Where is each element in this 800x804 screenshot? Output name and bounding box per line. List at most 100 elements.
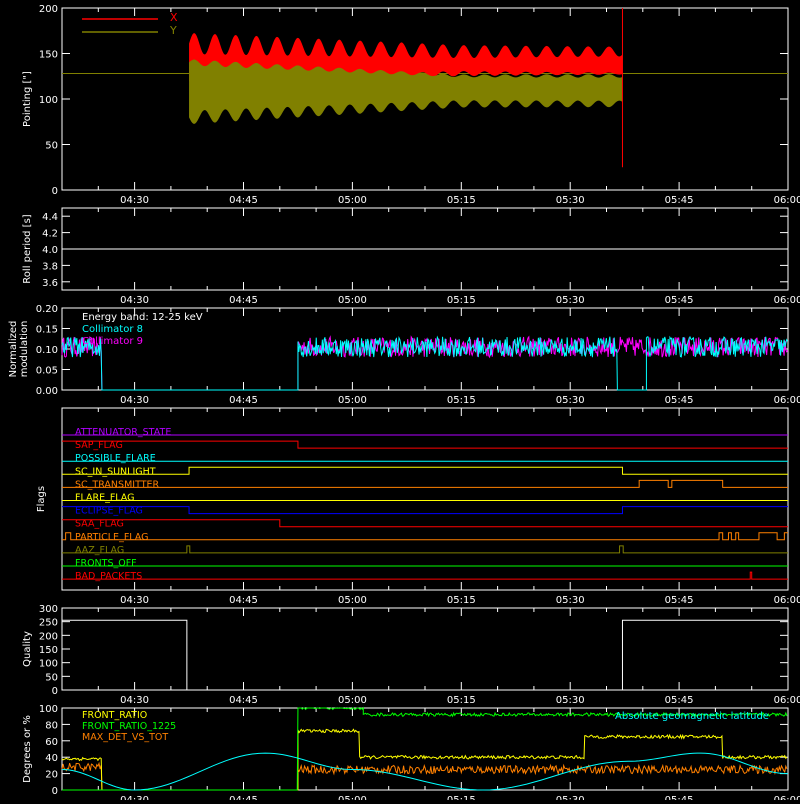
pointing-xtick-label: 04:45 [229, 195, 258, 206]
pointing-ytick-label: 0 [52, 186, 58, 197]
pointing-xtick-label: 05:00 [338, 195, 367, 206]
roll-ytick-label: 4.4 [42, 212, 58, 223]
flag-trace-eclipse-flag [62, 506, 788, 515]
modulation-xtick-label: 05:45 [665, 395, 694, 406]
modulation-ytick-label: 0.00 [36, 386, 58, 397]
quality-ytick-label: 0 [52, 686, 58, 697]
flag-trace-saa-flag [62, 519, 788, 528]
flags-xtick-label: 05:00 [338, 595, 367, 606]
pointing-panel: 04:30 04:45 05:00 05:15 05:30 05:45 06:00 Point… [22, 4, 800, 206]
pointing-xtick-label: 06:00 [774, 195, 800, 206]
flag-label-sc-transmitter: SC_TRANSMITTER [75, 479, 160, 490]
quality-xtick-label: 04:30 [120, 695, 149, 706]
roll-xtick-label: 04:30 [120, 295, 149, 306]
flags-xtick-label: 05:45 [665, 595, 694, 606]
flag-label-aaz-flag: AAZ_FLAG [75, 545, 124, 556]
flags-xtick-label: 04:45 [229, 595, 258, 606]
modulation-xtick-label: 04:45 [229, 395, 258, 406]
flags-ylabel: Flags [36, 486, 47, 512]
roll-xtick-label: 05:45 [665, 295, 694, 306]
flag-trace-sap-flag [62, 440, 788, 449]
flags-xtick-label: 04:30 [120, 595, 149, 606]
degrees-xtick-label: 04:30 [120, 795, 149, 800]
roll-xtick-label: 04:45 [229, 295, 258, 306]
roll-xtick-label: 05:00 [338, 295, 367, 306]
degrees-xtick-label: 05:15 [447, 795, 476, 800]
roll-xtick-label: 05:30 [556, 295, 585, 306]
flags-panel: 04:30 04:45 05:00 05:15 05:30 05:45 06:00 Flags… [36, 407, 800, 606]
flags-xtick-label: 05:15 [447, 595, 476, 606]
roll-ytick-label: 3.8 [42, 261, 58, 272]
degrees-ytick-label: 60 [45, 737, 58, 748]
flag-label-flare-flag: FLARE_FLAG [75, 493, 135, 504]
roll-ytick-label: 3.6 [42, 278, 58, 289]
roll-xtick-label: 05:15 [447, 295, 476, 306]
degrees-legend-max-det-vs-tot: MAX_DET_VS_TOT [82, 732, 168, 743]
modulation-legend-collimator-9: Collimator 9 [82, 336, 143, 347]
degrees-xtick-label: 05:00 [338, 795, 367, 800]
ylabel-line: modulation [19, 321, 30, 378]
degrees-ytick-label: 80 [45, 720, 58, 731]
modulation-xtick-label: 04:30 [120, 395, 149, 406]
pointing-band-y [189, 59, 623, 124]
legend-label-x: X [170, 11, 178, 24]
degrees-xtick-label: 05:30 [556, 795, 585, 800]
pointing-ytick-label: 100 [39, 95, 58, 106]
flag-label-eclipse-flag: ECLIPSE_FLAG [75, 506, 143, 517]
flag-label-sc-in-sunlight: SC_IN_SUNLIGHT [75, 466, 156, 477]
degrees-series-geomagnetic-latitude [61, 752, 789, 791]
pointing-ytick-label: 150 [39, 50, 58, 61]
quality-ytick-label: 250 [39, 618, 58, 629]
modulation-series-collimator-9 [61, 335, 788, 391]
modulation-energy-band: Energy band: 12-25 keV [82, 312, 203, 323]
flag-trace-particle-flag [62, 532, 788, 541]
degrees-annotation: Absolute geomagnetic latitude [615, 711, 769, 722]
degrees-ytick-label: 40 [45, 753, 58, 764]
modulation-ylabel: Normalizedmodulation [8, 321, 30, 378]
flags-xtick-label: 06:00 [774, 595, 800, 606]
degrees-ylabel: Degrees or % [22, 715, 33, 783]
modulation-xtick-label: 05:30 [556, 395, 585, 406]
quality-ytick-label: 200 [39, 631, 58, 642]
quality-ytick-label: 50 [45, 672, 58, 683]
quality-trace [62, 619, 788, 691]
quality-ytick-label: 300 [39, 604, 58, 615]
modulation-ytick-label: 0.10 [36, 345, 58, 356]
degrees-legend-front-ratio: FRONT_RATIO [82, 710, 147, 721]
degrees-legend-front-ratio-1225: FRONT_RATIO_1225 [82, 721, 176, 732]
flag-trace-aaz-flag [62, 545, 788, 554]
modulation-ytick-label: 0.20 [36, 304, 58, 315]
quality-ytick-label: 150 [39, 645, 58, 656]
flag-label-bad-packets: BAD_PACKETS [75, 571, 142, 582]
quality-ylabel: Quality [22, 631, 33, 667]
pointing-xtick-label: 04:30 [120, 195, 149, 206]
roll-panel: 04:30 04:45 05:00 05:15 05:30 05:45 06:00 Roll … [22, 207, 800, 306]
roll-ylabel: Roll period [s] [22, 214, 33, 283]
degrees-series-front-ratio-1225 [62, 706, 788, 791]
modulation-ytick-label: 0.15 [36, 325, 58, 336]
modulation-series-collimator-8 [61, 335, 788, 391]
pointing-xtick-label: 05:30 [556, 195, 585, 206]
degrees-ytick-label: 100 [39, 704, 58, 715]
modulation-xtick-label: 05:15 [447, 395, 476, 406]
flag-label-saa-flag: SAA_FLAG [75, 519, 124, 530]
flag-label-sap-flag: SAP_FLAG [75, 440, 123, 451]
legend-label-y: Y [169, 24, 177, 37]
roll-ytick-label: 4.2 [42, 229, 58, 240]
quality-xtick-label: 06:00 [774, 695, 800, 706]
pointing-xtick-label: 05:45 [665, 195, 694, 206]
modulation-xtick-label: 06:00 [774, 395, 800, 406]
flag-label-particle-flag: PARTICLE_FLAG [75, 532, 148, 543]
flags-xtick-label: 05:30 [556, 595, 585, 606]
degrees-ytick-label: 0 [52, 786, 58, 797]
modulation-legend-collimator-8: Collimator 8 [82, 324, 143, 335]
pointing-ytick-label: 200 [39, 4, 58, 15]
flag-trace-sc-in-sunlight [62, 466, 788, 475]
pointing-xtick-label: 05:15 [447, 195, 476, 206]
flag-label-fronts-off: FRONTS_OFF [75, 558, 137, 569]
quality-xtick-label: 05:15 [447, 695, 476, 706]
degrees-xtick-label: 06:00 [774, 795, 800, 800]
